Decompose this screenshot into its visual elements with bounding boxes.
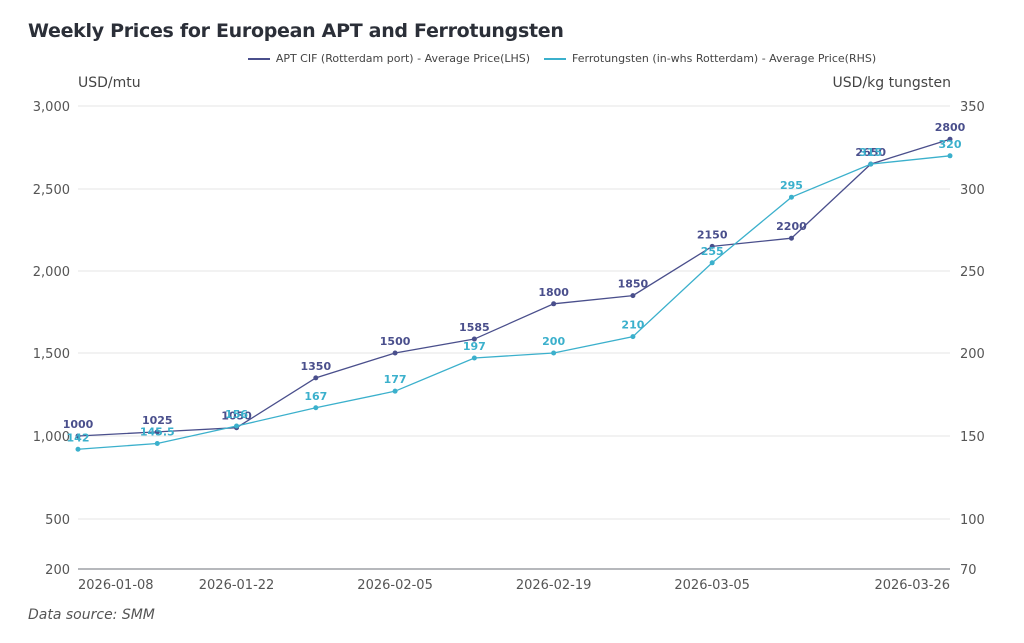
y-right-tick-label: 100 bbox=[960, 513, 985, 528]
y-right-tick-label: 350 bbox=[960, 100, 985, 115]
y-left-tick-label: 3,000 bbox=[33, 100, 70, 115]
data-label: 156 bbox=[225, 408, 248, 421]
x-tick-label: 2026-02-19 bbox=[516, 578, 592, 593]
legend-label-apt: APT CIF (Rotterdam port) - Average Price… bbox=[275, 52, 531, 65]
legend-swatch-ferrotungsten bbox=[544, 57, 567, 60]
data-label: 177 bbox=[384, 373, 407, 386]
chart-title: Weekly Prices for European APT and Ferro… bbox=[28, 20, 564, 42]
data-label: 1850 bbox=[618, 278, 649, 291]
y-left-tick-label: 200 bbox=[45, 563, 70, 578]
data-point bbox=[234, 423, 240, 429]
data-label: 197 bbox=[463, 340, 486, 353]
data-point bbox=[313, 405, 319, 411]
y-axis-left-label: USD/mtu bbox=[78, 75, 141, 91]
y-right-tick-label: 300 bbox=[960, 183, 985, 198]
legend-swatch-apt bbox=[247, 57, 270, 60]
y-right-tick-label: 150 bbox=[960, 430, 985, 445]
data-label: 200 bbox=[542, 335, 565, 348]
data-point bbox=[788, 235, 794, 241]
data-point bbox=[947, 153, 953, 159]
data-point bbox=[392, 350, 398, 356]
data-label: 255 bbox=[701, 245, 724, 258]
legend-item-ferrotungsten[interactable]: Ferrotungsten (in-whs Rotterdam) - Avera… bbox=[544, 52, 876, 65]
data-label: 320 bbox=[939, 138, 962, 151]
data-point bbox=[75, 446, 81, 452]
data-point bbox=[471, 336, 477, 342]
y-right-tick-label: 70 bbox=[960, 563, 977, 578]
data-point bbox=[551, 350, 557, 356]
data-label: 2650 bbox=[855, 146, 886, 159]
x-tick-label: 2026-01-22 bbox=[199, 578, 275, 593]
data-point bbox=[75, 433, 81, 439]
data-point bbox=[154, 429, 160, 435]
y-left-tick-label: 2,000 bbox=[33, 265, 70, 280]
y-axis-right-label: USD/kg tungsten bbox=[832, 75, 951, 91]
data-point bbox=[709, 260, 715, 266]
y-left-tick-label: 1,500 bbox=[33, 347, 70, 362]
y-right-tick-label: 250 bbox=[960, 265, 985, 280]
legend-item-apt[interactable]: APT CIF (Rotterdam port) - Average Price… bbox=[247, 52, 531, 65]
data-label: 145.5 bbox=[140, 425, 175, 438]
data-label: 210 bbox=[621, 319, 644, 332]
data-point bbox=[709, 243, 715, 249]
data-label: 1585 bbox=[459, 321, 490, 334]
data-label: 1000 bbox=[63, 418, 94, 431]
y-right-tick-label: 200 bbox=[960, 347, 985, 362]
data-point bbox=[392, 388, 398, 394]
data-point bbox=[868, 161, 874, 167]
data-label: 315 bbox=[859, 146, 882, 159]
series-line-apt bbox=[77, 138, 951, 437]
x-tick-label: 2026-03-05 bbox=[674, 578, 750, 593]
series-line-ferrotungsten bbox=[77, 155, 951, 450]
data-label: 1050 bbox=[221, 410, 252, 423]
data-label: 1350 bbox=[301, 360, 332, 373]
data-point bbox=[947, 136, 953, 142]
data-point bbox=[788, 194, 794, 200]
data-label: 1800 bbox=[538, 286, 569, 299]
data-point bbox=[154, 440, 160, 446]
x-tick-label: 2026-03-26 bbox=[874, 578, 950, 593]
y-left-tick-label: 1,000 bbox=[33, 430, 70, 445]
data-label: 142 bbox=[67, 431, 90, 444]
data-point bbox=[471, 355, 477, 361]
data-label: 2200 bbox=[776, 220, 807, 233]
data-label: 2800 bbox=[935, 121, 966, 134]
data-point bbox=[313, 375, 319, 381]
data-label: 295 bbox=[780, 179, 803, 192]
data-point bbox=[630, 334, 636, 340]
legend: APT CIF (Rotterdam port) - Average Price… bbox=[0, 52, 1024, 65]
x-tick-label: 2026-02-05 bbox=[357, 578, 433, 593]
y-left-tick-label: 500 bbox=[45, 513, 70, 528]
legend-label-ferrotungsten: Ferrotungsten (in-whs Rotterdam) - Avera… bbox=[572, 52, 877, 65]
data-label: 1500 bbox=[380, 335, 411, 348]
data-label: 2150 bbox=[697, 228, 728, 241]
y-left-tick-label: 2,500 bbox=[33, 183, 70, 198]
data-point bbox=[551, 301, 557, 307]
data-point bbox=[630, 293, 636, 299]
data-source: Data source: SMM bbox=[28, 607, 155, 623]
data-label: 1025 bbox=[142, 414, 173, 427]
data-label: 167 bbox=[304, 390, 327, 403]
x-tick-label: 2026-01-08 bbox=[78, 578, 154, 593]
